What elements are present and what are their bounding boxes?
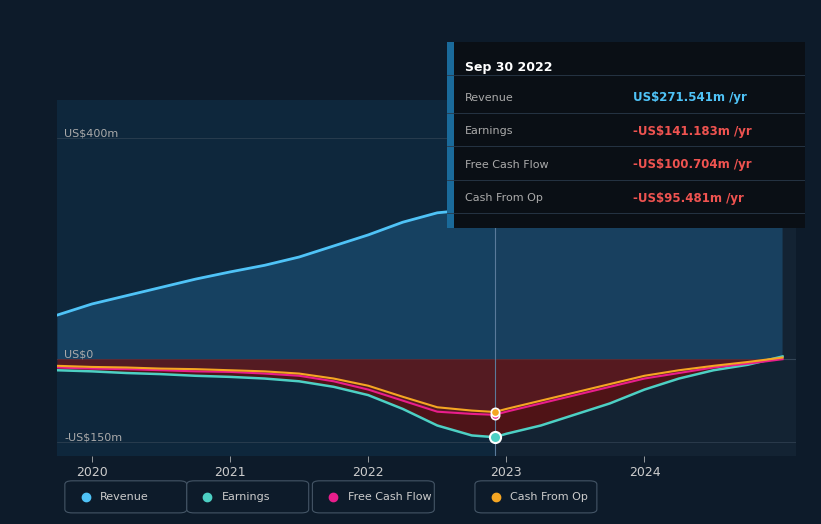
Text: Free Cash Flow: Free Cash Flow: [466, 160, 549, 170]
Text: US$0: US$0: [64, 349, 94, 359]
FancyBboxPatch shape: [65, 481, 187, 513]
Text: Analysts Forecasts: Analysts Forecasts: [502, 130, 618, 144]
Text: -US$100.704m /yr: -US$100.704m /yr: [633, 158, 752, 171]
Text: Revenue: Revenue: [466, 93, 514, 103]
Text: Free Cash Flow: Free Cash Flow: [348, 492, 432, 502]
Text: Cash From Op: Cash From Op: [511, 492, 589, 502]
Text: Earnings: Earnings: [466, 126, 514, 136]
Text: Revenue: Revenue: [100, 492, 149, 502]
Bar: [495, 100, 796, 456]
Text: US$400m: US$400m: [64, 128, 118, 138]
Text: Cash From Op: Cash From Op: [466, 193, 544, 203]
Text: -US$150m: -US$150m: [64, 432, 122, 442]
Bar: [447, 42, 454, 228]
Bar: [57, 100, 495, 456]
Text: US$271.541m /yr: US$271.541m /yr: [633, 91, 747, 104]
Text: -US$141.183m /yr: -US$141.183m /yr: [633, 125, 752, 138]
FancyBboxPatch shape: [475, 481, 597, 513]
Text: Sep 30 2022: Sep 30 2022: [466, 61, 553, 73]
FancyBboxPatch shape: [187, 481, 309, 513]
FancyBboxPatch shape: [312, 481, 434, 513]
Text: Earnings: Earnings: [222, 492, 271, 502]
Text: Past: Past: [462, 130, 488, 144]
Text: -US$95.481m /yr: -US$95.481m /yr: [633, 192, 744, 205]
